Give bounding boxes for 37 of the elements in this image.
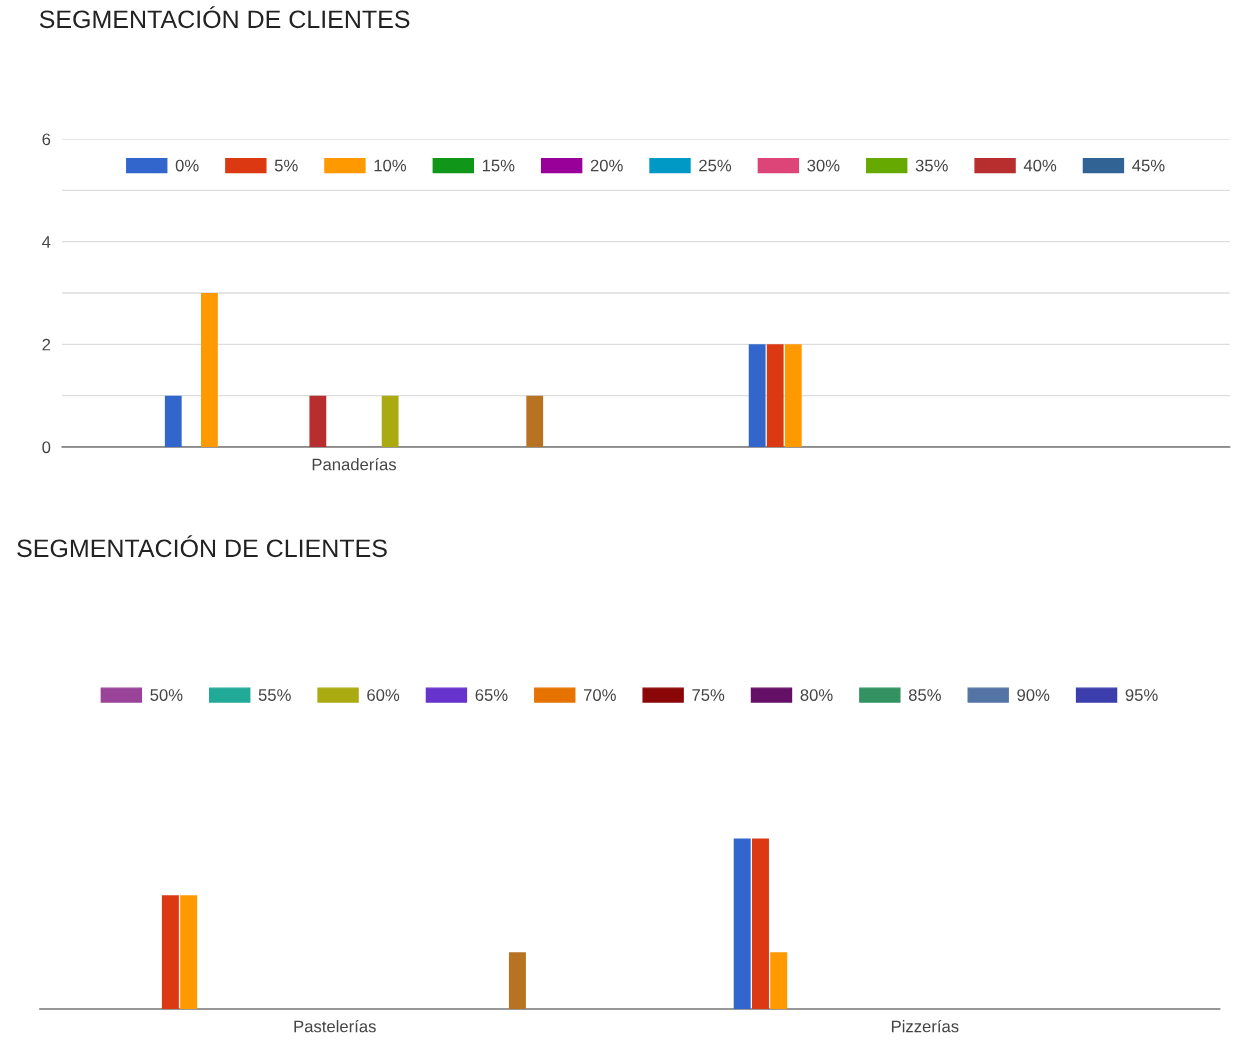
legend-label: 65%	[475, 689, 508, 701]
legend-label: 85%	[908, 689, 941, 701]
x-tick-label: Pizzerías	[891, 1019, 959, 1033]
x-tick-label: Pastelerías	[294, 1019, 376, 1033]
legend-label: 70%	[583, 689, 616, 701]
chart-title: SEGMENTACIÓN DE CLIENTES	[39, 6, 410, 29]
y-tick-label: 0	[42, 441, 51, 454]
bar	[164, 395, 182, 447]
legend-label: 5%	[274, 159, 298, 172]
x-tick-label: Panaderías	[312, 457, 397, 471]
legend-label: 15%	[482, 159, 515, 172]
legend-label: 30%	[807, 159, 840, 172]
bar	[526, 395, 544, 447]
legend-label: 40%	[1023, 159, 1057, 172]
legend-label: 75%	[692, 689, 725, 701]
legend-label: 45%	[1132, 159, 1165, 172]
y-tick-label: 2	[42, 338, 51, 351]
legend-label: 0%	[175, 159, 199, 172]
legend-label: 60%	[367, 689, 400, 701]
legend-label: 20%	[590, 159, 623, 172]
bar	[766, 344, 784, 447]
bar	[201, 293, 218, 447]
legend-label: 80%	[800, 689, 833, 701]
bar	[748, 344, 766, 447]
y-tick-label: 4	[42, 236, 51, 248]
legend-label: 95%	[1125, 689, 1158, 701]
legend-label: 35%	[915, 159, 948, 172]
legend-label: 90%	[1017, 689, 1050, 701]
bar	[784, 344, 802, 447]
legend-label: 55%	[258, 689, 291, 701]
legend-label: 10%	[374, 159, 407, 172]
bar	[309, 395, 327, 447]
chart-title: SEGMENTACIÓN DE CLIENTES	[17, 535, 387, 558]
y-tick-label: 6	[42, 133, 51, 146]
bar	[381, 395, 399, 447]
legend-label: 25%	[699, 159, 732, 172]
legend-label: 50%	[150, 689, 183, 701]
